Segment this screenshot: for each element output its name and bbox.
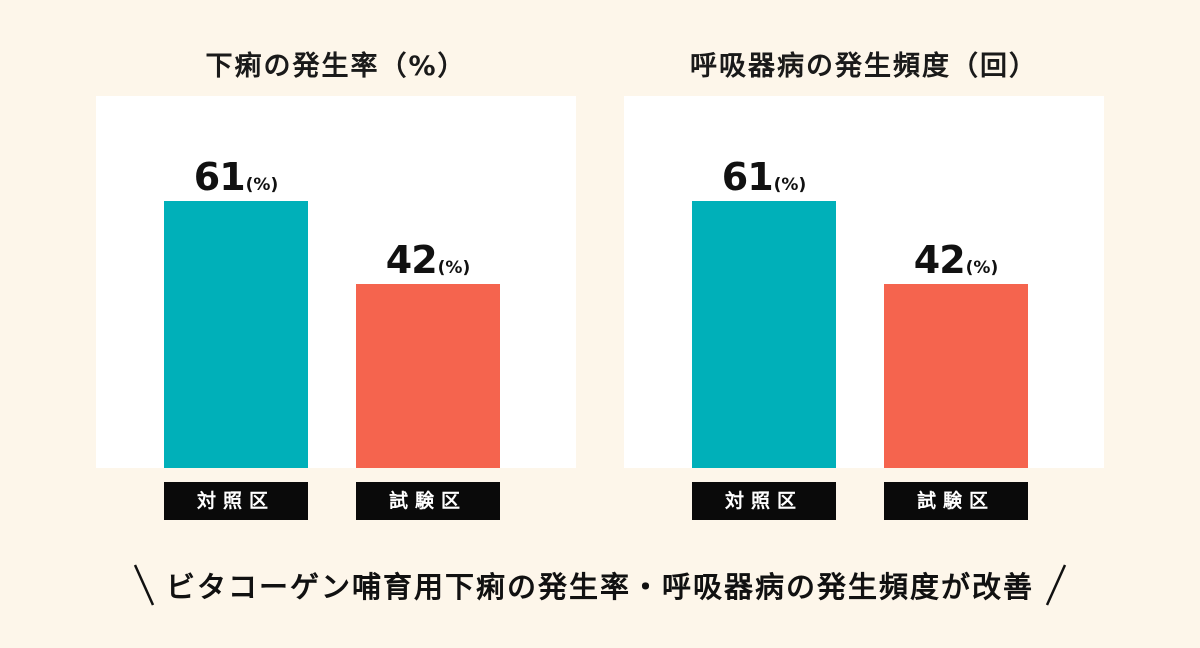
slash-decoration-icon xyxy=(1045,564,1067,606)
value-number: 42 xyxy=(913,238,966,283)
caption: ビタコーゲン哺育用下痢の発生率・呼吸器病の発生頻度が改善 xyxy=(40,560,1160,610)
value-unit: (%) xyxy=(773,175,807,196)
category-label-test: 試験区 xyxy=(356,482,500,520)
value-number: 42 xyxy=(385,238,438,283)
category-label-control: 対照区 xyxy=(692,482,836,520)
value-number: 61 xyxy=(721,155,774,200)
caption-text: ビタコーゲン哺育用下痢の発生率・呼吸器病の発生頻度が改善 xyxy=(165,570,1034,604)
value-unit: (%) xyxy=(965,258,999,279)
bar-control xyxy=(692,201,836,468)
bar-test xyxy=(356,284,500,468)
value-unit: (%) xyxy=(245,175,279,196)
value-label-test: 42(%) xyxy=(846,238,1066,282)
chart-diarrhea: 下痢の発生率（%） 61(%) 42(%) 対照区 試験区 xyxy=(96,0,576,540)
value-label-control: 61(%) xyxy=(654,155,874,199)
category-label-control: 対照区 xyxy=(164,482,308,520)
plot-area: 61(%) 42(%) xyxy=(96,96,576,468)
bar-test xyxy=(884,284,1028,468)
plot-area: 61(%) 42(%) xyxy=(624,96,1104,468)
chart-title: 呼吸器病の発生頻度（回） xyxy=(690,51,1038,82)
value-label-test: 42(%) xyxy=(318,238,538,282)
bar-control xyxy=(164,201,308,468)
value-unit: (%) xyxy=(437,258,471,279)
category-label-test: 試験区 xyxy=(884,482,1028,520)
value-label-control: 61(%) xyxy=(126,155,346,199)
chart-title: 下痢の発生率（%） xyxy=(205,51,467,82)
chart-respiratory: 呼吸器病の発生頻度（回） 61(%) 42(%) 対照区 試験区 xyxy=(624,0,1104,540)
value-number: 61 xyxy=(193,155,246,200)
backslash-decoration-icon xyxy=(133,564,155,606)
